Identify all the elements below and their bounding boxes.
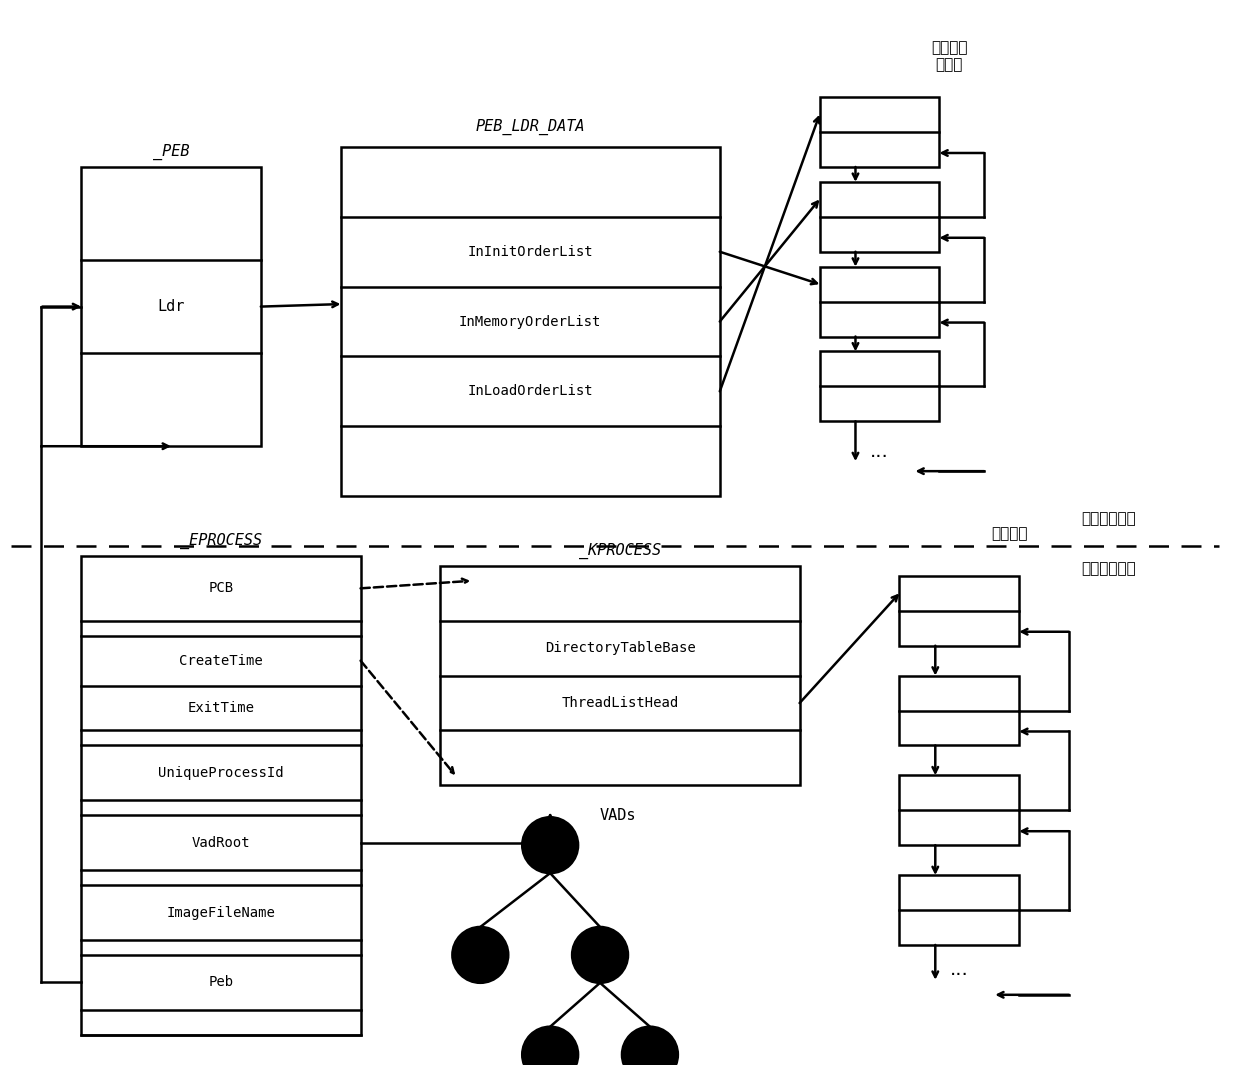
Text: ...: ... — [870, 441, 889, 461]
Text: 加载的模
块链表: 加载的模 块链表 — [931, 39, 967, 72]
Bar — [81, 556, 361, 1035]
Text: UniqueProcessId: UniqueProcessId — [157, 765, 284, 780]
Bar — [899, 875, 1019, 944]
Bar — [341, 147, 719, 496]
Text: InMemoryOrderList: InMemoryOrderList — [459, 314, 601, 328]
Circle shape — [522, 818, 578, 873]
Text: Peb: Peb — [208, 975, 233, 989]
Text: _EPROCESS: _EPROCESS — [180, 533, 262, 549]
Circle shape — [622, 1027, 678, 1066]
Text: PCB: PCB — [208, 581, 233, 595]
Text: VADs: VADs — [600, 808, 636, 823]
Bar — [899, 676, 1019, 745]
Bar — [899, 576, 1019, 646]
Text: PEB_LDR_DATA: PEB_LDR_DATA — [475, 119, 585, 135]
Text: InInitOrderList: InInitOrderList — [467, 245, 593, 259]
Bar — [820, 266, 939, 337]
Text: DirectoryTableBase: DirectoryTableBase — [544, 642, 696, 656]
Circle shape — [522, 1027, 578, 1066]
Text: 线程链表: 线程链表 — [991, 526, 1028, 540]
Circle shape — [572, 927, 627, 983]
Circle shape — [453, 927, 508, 983]
Text: 内核地址空间: 内核地址空间 — [1081, 561, 1136, 576]
Text: VadRoot: VadRoot — [192, 836, 250, 850]
Bar — [820, 97, 939, 167]
Bar — [820, 352, 939, 421]
Bar — [440, 566, 800, 786]
Bar — [899, 775, 1019, 845]
Text: ThreadListHead: ThreadListHead — [562, 696, 678, 710]
Text: Ldr: Ldr — [157, 300, 185, 314]
Text: ExitTime: ExitTime — [187, 701, 254, 715]
Bar — [81, 167, 260, 447]
Text: _PEB: _PEB — [153, 144, 190, 160]
Bar — [820, 182, 939, 252]
Text: ImageFileName: ImageFileName — [166, 905, 275, 920]
Text: _KPROCESS: _KPROCESS — [579, 543, 661, 559]
Text: CreateTime: CreateTime — [179, 653, 263, 667]
Text: 用户地址空间: 用户地址空间 — [1081, 511, 1136, 526]
Text: InLoadOrderList: InLoadOrderList — [467, 385, 593, 399]
Text: ...: ... — [950, 960, 968, 980]
